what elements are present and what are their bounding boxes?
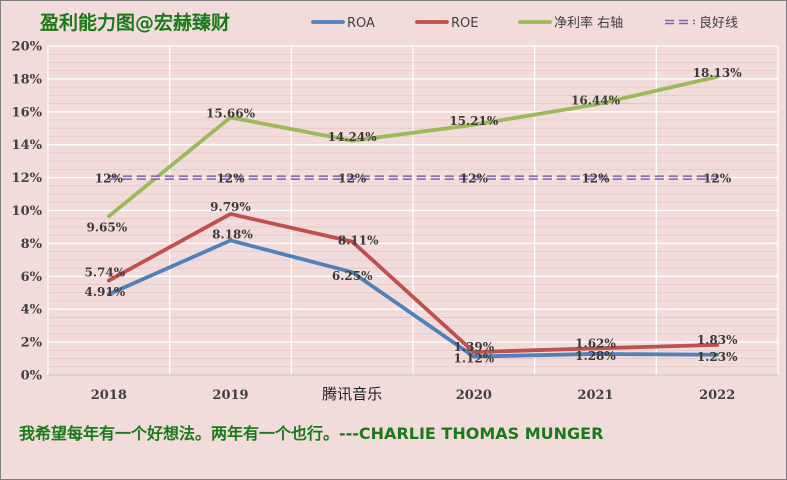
data-label: 1.23% [697,350,738,364]
data-label: 6.25% [332,269,373,283]
x-tick-label: 2020 [456,388,492,403]
x-tick-label: 2021 [577,388,613,403]
x-tick-label: 腾讯音乐 [322,385,382,403]
data-label: 15.21% [449,114,499,128]
y-tick-label: 20% [12,40,43,55]
chart-title: 盈利能力图@宏赫臻财 [39,11,230,34]
data-label: 14.24% [328,130,378,144]
y-tick-label: 18% [12,72,43,87]
series-line-2 [106,74,720,219]
data-label: 9.65% [87,220,128,234]
series-line-0 [106,238,720,359]
data-label: 4.91% [85,285,126,299]
y-tick-label: 16% [12,105,43,120]
x-tick-label: 2022 [699,388,735,403]
legend-label-3: 良好线 [699,15,738,31]
data-label: 18.13% [693,66,743,80]
x-tick-label: 2019 [212,388,248,403]
grid-layer [47,45,779,376]
y-tick-label: 12% [12,171,43,186]
legend-label-1: ROE [451,16,478,31]
data-label: 1.12% [454,352,495,366]
data-label: 12% [216,172,245,186]
series-layer [106,74,720,359]
data-label: 1.83% [697,333,738,347]
data-label: 8.11% [338,234,379,248]
data-label: 1.39% [454,340,495,354]
data-label: 12% [581,172,610,186]
data-label: 12% [95,172,124,186]
data-label: 16.44% [571,94,621,108]
legend: ROA ROE 净利率 右轴 良好线 [311,15,738,31]
y-tick-label: 0% [21,369,43,384]
y-tick-label: 2% [21,336,43,351]
y-tick-label: 10% [12,204,43,219]
legend-label-2: 净利率 右轴 [554,15,623,31]
data-label: 12% [703,172,732,186]
data-label: 1.28% [575,349,616,363]
x-tick-label: 2018 [91,388,127,403]
y-tick-label: 6% [21,270,43,285]
legend-label-0: ROA [347,16,375,31]
y-tick-label: 8% [21,237,43,252]
data-label: 8.18% [212,227,253,241]
data-label: 12% [338,172,367,186]
data-label: 5.74% [85,266,126,280]
axis-layer: 0% 2% 4% 6% 8% 10% 12% 14% 16% 18% 20% 2018 2019 腾讯音乐… [12,40,778,403]
series-line-1 [106,212,720,355]
data-label: 1.62% [575,336,616,350]
data-label: 12% [460,172,489,186]
data-label: 9.79% [210,200,251,214]
data-label: 15.66% [206,106,256,120]
label-layer: 4.91% 8.18% 6.25% 1.12% 1.28% 1.23% 5.74% 9.79%… [85,66,743,366]
y-tick-label: 4% [21,303,43,318]
footer-quote: 我希望每年有一个好想法。两年有一个也行。---CHARLIE THOMAS MU… [19,424,603,443]
y-tick-label: 14% [12,138,43,153]
